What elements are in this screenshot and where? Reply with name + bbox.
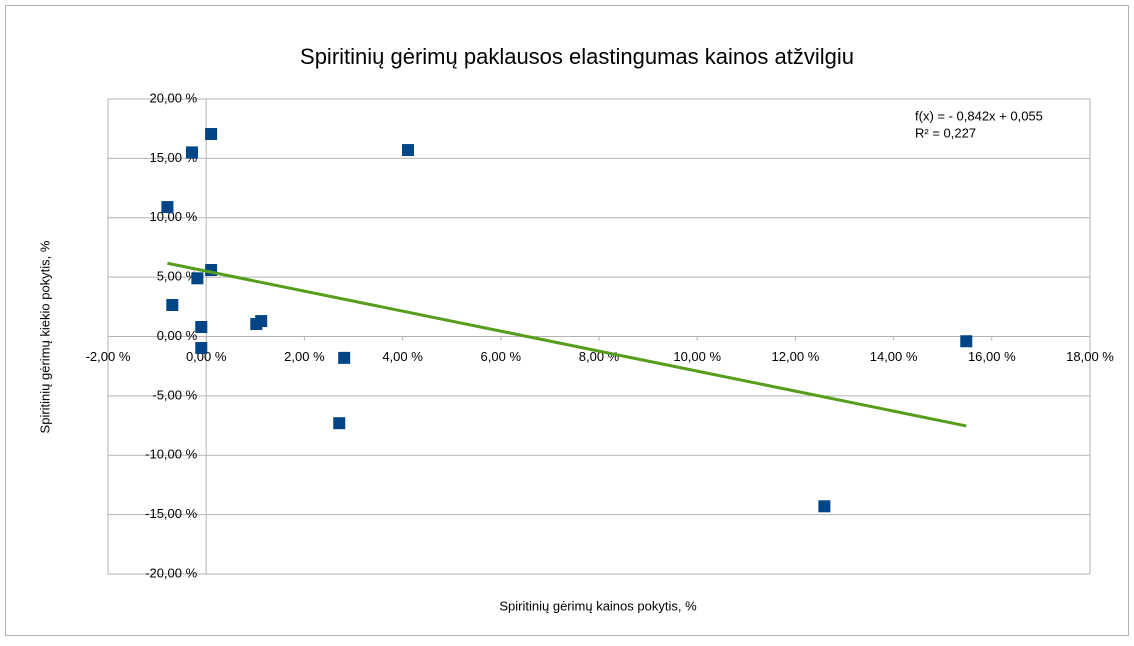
y-tick-label: -20,00 %: [145, 565, 197, 580]
y-tick-label: 15,00 %: [149, 150, 197, 165]
point: [205, 128, 218, 141]
point: [185, 146, 198, 159]
x-tick-label: 14,00 %: [870, 349, 918, 364]
trendline: [167, 261, 967, 428]
x-tick-label: 12,00 %: [772, 349, 820, 364]
point: [338, 351, 351, 364]
y-axis-title: Spiritinių gėrimų kiekio pokytis, %: [37, 240, 52, 433]
point: [195, 321, 208, 333]
chart-border: [5, 5, 1129, 636]
x-tick-label: 2,00 %: [284, 349, 325, 364]
point: [333, 417, 346, 430]
equation: f(x) = - 0,842x + 0,055: [915, 108, 1043, 123]
y-tick-label: -5,00 %: [152, 387, 197, 402]
point: [191, 272, 204, 285]
x-tick-label: 4,00 %: [382, 349, 423, 364]
x-tick-label: -2,00 %: [86, 349, 131, 364]
y-tick-label: 5,00 %: [157, 269, 198, 284]
y-tick-label: 10,00 %: [149, 209, 197, 224]
r-squared: R² = 0,227: [915, 125, 976, 140]
y-tick-label: -15,00 %: [145, 506, 197, 521]
y-tick-label: 0,00 %: [157, 328, 198, 343]
point: [195, 342, 208, 355]
point: [255, 315, 268, 328]
point: [166, 299, 179, 312]
x-tick-label: 6,00 %: [481, 349, 522, 364]
point: [161, 201, 174, 214]
y-tick-label: 20,00 %: [149, 90, 197, 105]
x-tick-label: 16,00 %: [968, 349, 1016, 364]
x-tick-label: 10,00 %: [673, 349, 721, 364]
chart-title: Spiritinių gėrimų paklausos elastingumas…: [300, 44, 854, 69]
point: [402, 144, 415, 157]
point: [818, 500, 831, 513]
point: [960, 335, 973, 348]
x-axis-title: Spiritinių gėrimų kainos pokytis, %: [499, 598, 697, 613]
x-tick-label: 18,00 %: [1066, 349, 1114, 364]
y-tick-label: -10,00 %: [145, 447, 197, 462]
